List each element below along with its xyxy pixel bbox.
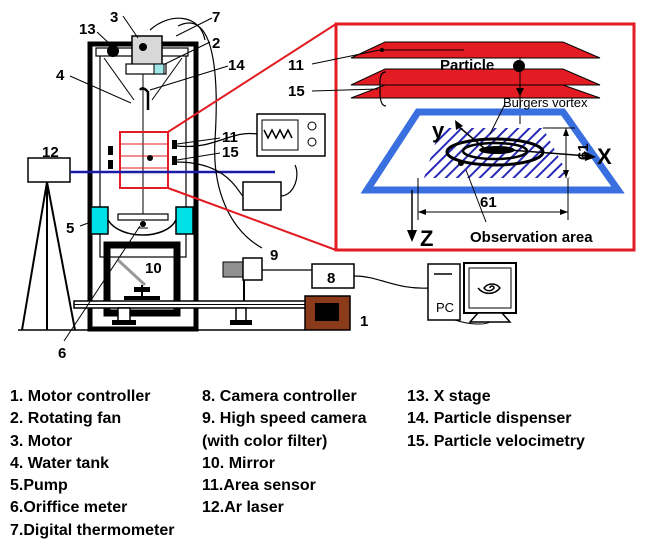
axis-y-label: y [432, 118, 445, 143]
pc [427, 262, 517, 325]
legend-column-1: 1. Motor controller 2. Rotating fan 3. Mot… [10, 386, 174, 542]
legend-item: 13. X stage [407, 388, 491, 405]
x-stage-wheel [107, 45, 119, 57]
legend-item: 1. Motor controller [10, 388, 151, 405]
callout-13: 13 [79, 21, 96, 38]
callout-12: 12 [42, 144, 59, 161]
callout-3: 3 [110, 9, 118, 26]
tripod [21, 181, 76, 331]
callout-2: 2 [212, 35, 220, 52]
callout-1: 1 [360, 313, 368, 330]
particle-label: Particle [440, 57, 494, 74]
observation-window [119, 131, 169, 189]
legend-item: 14. Particle dispenser [407, 410, 572, 428]
pump-left [90, 206, 109, 235]
mirror-housing [103, 241, 181, 317]
callout-6: 6 [58, 345, 66, 362]
legend-item: 11.Area sensor [202, 477, 316, 495]
callout-7: 7 [212, 9, 220, 26]
legend-item: 5.Pump [10, 477, 68, 495]
legend-item: 4. Water tank [10, 454, 109, 472]
legend-item: 10. Mirror [202, 454, 275, 472]
legend-item: 9. High speed camera [202, 410, 367, 428]
pump-right [175, 206, 194, 235]
observation-area-label: Observation area [470, 229, 593, 246]
dim-vertical-label: 61 [575, 143, 592, 160]
velocimetry-box [242, 181, 282, 211]
burgers-vortex-label: Burgers vortex [503, 95, 588, 110]
particle-dot [513, 60, 525, 72]
legend-item: 3. Motor [10, 432, 73, 450]
mirror [116, 258, 147, 287]
inset-callout-15: 15 [288, 83, 305, 100]
sheet-bottom [350, 84, 601, 99]
particle-dispenser [139, 87, 150, 110]
legend-item: 12.Ar laser [202, 499, 284, 517]
ar-laser [27, 157, 71, 183]
axis-x-label: X [597, 144, 612, 169]
callout-9: 9 [270, 247, 278, 264]
legend-item: 7.Digital thermometer [10, 521, 175, 539]
legend-item: 6.Oriffice meter [10, 499, 128, 517]
zoom-line-bottom [167, 187, 337, 251]
callout-5: 5 [66, 220, 74, 237]
legend-item: (with color filter) [202, 432, 328, 450]
sheet-mid [350, 68, 601, 86]
legend-item: 2. Rotating fan [10, 410, 122, 428]
callout-14: 14 [228, 57, 245, 74]
sheet-top [350, 41, 601, 59]
callout-10: 10 [145, 260, 162, 277]
callout-8: 8 [327, 270, 335, 287]
dim-horizontal-label: 61 [480, 194, 497, 211]
callout-11: 11 [222, 129, 238, 146]
legend-column-2: 8. Camera controller 9. High speed camera… [202, 386, 367, 520]
high-speed-camera [222, 261, 244, 278]
thermometer-probe [153, 63, 165, 75]
legend-column-3: 13. X stage 14. Particle dispenser 15. Par… [407, 386, 585, 453]
camera-controller [311, 263, 355, 289]
tank-plane [360, 108, 625, 194]
callout-15: 15 [222, 144, 239, 161]
legend-item: 8. Camera controller [202, 388, 357, 405]
callout-4: 4 [56, 67, 65, 84]
stage-carriage [125, 63, 167, 75]
motor-hub [139, 43, 147, 51]
inset-callout-11: 11 [288, 57, 304, 74]
pc-label: PC [436, 300, 454, 315]
legend-item: 15. Particle velocimetry [407, 432, 585, 450]
zoom-line-top [167, 23, 337, 133]
axis-z-label: Z [420, 226, 433, 251]
motor [131, 35, 163, 67]
